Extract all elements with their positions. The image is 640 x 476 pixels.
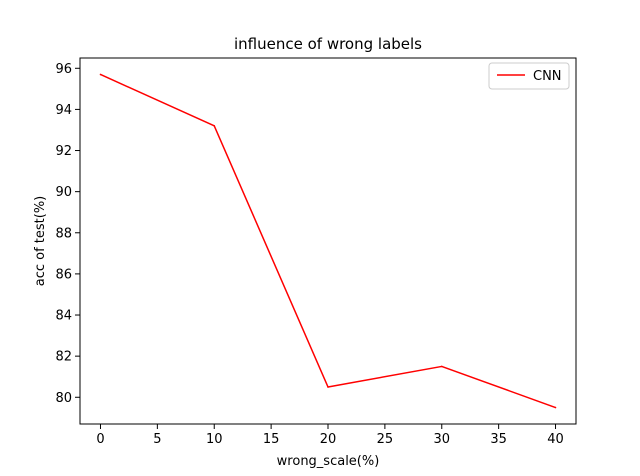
y-tick-label: 80 [55,391,72,406]
y-tick-label: 94 [55,103,72,118]
series-layer [99,73,557,409]
legend-box [488,62,570,90]
x-tick-label: 25 [377,432,394,447]
x-axis-label: wrong_scale(%) [277,454,380,469]
data-point [440,365,443,368]
x-tick-label: 15 [263,432,280,447]
x-tick-label: 5 [153,432,161,447]
legend: CNN [488,62,570,90]
data-point [213,125,216,127]
y-axis-ticks: 80 82 84 86 88 90 92 94 96 [55,62,80,406]
x-tick-label: 30 [433,432,450,447]
y-tick-label: 82 [55,350,72,365]
data-point [99,73,102,76]
x-tick-label: 40 [547,432,564,447]
x-tick-label: 0 [96,432,104,447]
x-tick-label: 20 [320,432,337,447]
chart-title: influence of wrong labels [234,35,422,53]
y-axis-label: acc of test(%) [33,196,48,287]
data-point [554,406,557,409]
y-tick-label: 90 [55,185,72,200]
x-tick-label: 35 [490,432,507,447]
y-tick-label: 88 [55,226,72,241]
y-tick-label: 92 [55,144,72,159]
x-axis-ticks: 0 5 10 15 20 25 30 35 40 [96,424,564,447]
legend-label-cnn: CNN [533,69,562,84]
y-tick-label: 84 [55,309,72,324]
data-point [327,386,329,388]
x-tick-label: 10 [206,432,223,447]
plot-area: 0 5 10 15 20 25 30 35 40 80 82 84 86 88 90 92 94 96 [55,57,577,447]
y-tick-label: 86 [55,267,72,282]
y-tick-label: 96 [55,62,72,77]
